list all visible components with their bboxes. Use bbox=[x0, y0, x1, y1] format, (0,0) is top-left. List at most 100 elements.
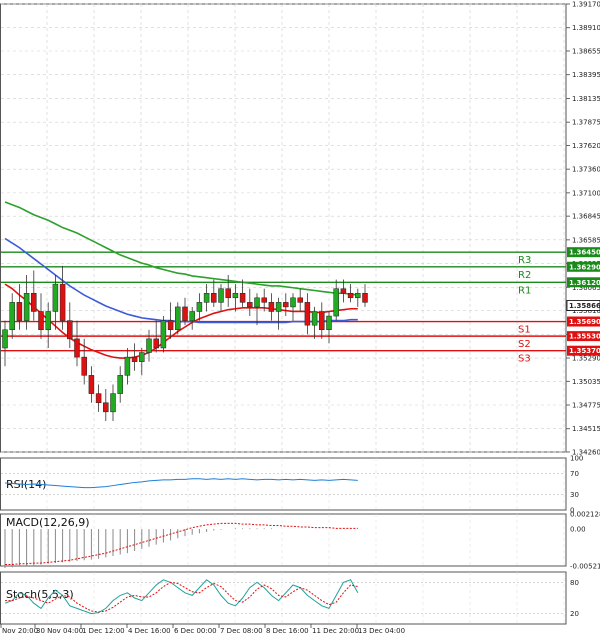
candle bbox=[304, 293, 311, 335]
candle-body bbox=[333, 288, 339, 317]
candle-body bbox=[131, 356, 138, 362]
candle bbox=[23, 274, 30, 330]
level-tag-label-s1: 1.35690 bbox=[569, 318, 600, 326]
candle bbox=[2, 320, 8, 367]
price-tick-label: 1.34515 bbox=[572, 425, 600, 433]
candle bbox=[67, 302, 73, 348]
candle bbox=[340, 279, 347, 303]
level-tag-label-s3: 1.35370 bbox=[569, 347, 600, 355]
price-tick-label: 1.36585 bbox=[572, 236, 600, 244]
time-tick-label: 30 Nov 04:00 bbox=[36, 627, 83, 635]
price-tick-label: 1.38910 bbox=[572, 24, 600, 32]
time-tick-label: 4 Dec 16:00 bbox=[128, 627, 171, 635]
candle-body bbox=[196, 302, 203, 312]
candle bbox=[218, 284, 224, 312]
candle-body bbox=[117, 375, 123, 394]
candle-body bbox=[59, 283, 66, 321]
price-tick-label: 1.38395 bbox=[572, 71, 600, 79]
candle bbox=[333, 279, 339, 321]
candle-body bbox=[95, 393, 102, 403]
candle-body bbox=[16, 302, 23, 321]
candle-body bbox=[124, 356, 131, 376]
candle-body bbox=[146, 338, 152, 353]
level-tag-r2 bbox=[567, 261, 600, 272]
candle-body bbox=[189, 311, 195, 321]
candle-body bbox=[232, 292, 239, 299]
macd-tick-label: 0.002128 bbox=[570, 511, 600, 519]
candle-body bbox=[297, 297, 303, 303]
stoch-signal-line bbox=[5, 581, 358, 613]
candle-body bbox=[247, 302, 253, 308]
candle bbox=[38, 293, 44, 339]
candle-body bbox=[182, 306, 188, 321]
candle bbox=[117, 366, 123, 403]
candle-body bbox=[67, 320, 73, 340]
candle bbox=[124, 347, 131, 385]
price-tick-label: 1.35810 bbox=[572, 307, 600, 315]
candle-body bbox=[268, 302, 275, 312]
price-tick-label: 1.34775 bbox=[572, 402, 600, 410]
candle-body bbox=[362, 292, 368, 303]
stoch-tick-label: 80 bbox=[570, 579, 579, 587]
price-tick-label: 1.39170 bbox=[572, 1, 600, 9]
candle-body bbox=[340, 288, 347, 294]
candle-body bbox=[139, 352, 145, 362]
candle bbox=[362, 284, 368, 307]
level-tag-label-r1: 1.36120 bbox=[569, 279, 600, 287]
candle bbox=[139, 347, 145, 376]
candle-body bbox=[153, 338, 159, 349]
candle bbox=[275, 297, 282, 330]
candle-body bbox=[88, 375, 95, 394]
candle-body bbox=[203, 292, 210, 303]
price-tick-label: 1.35035 bbox=[572, 378, 600, 386]
candle bbox=[196, 293, 203, 321]
candle bbox=[290, 293, 296, 321]
level-tag-s1 bbox=[567, 316, 600, 327]
price-axis: 1.39170 1.38910 1.38655 1.38395 1.38135 1.378… bbox=[566, 1, 600, 457]
candle bbox=[167, 302, 174, 339]
candle-body bbox=[38, 311, 44, 330]
time-tick-label: 6 Dec 00:00 bbox=[174, 627, 217, 635]
candle bbox=[103, 389, 109, 421]
price-tick-label: 1.36845 bbox=[572, 213, 600, 221]
current-price-tag bbox=[566, 300, 600, 311]
candle-body bbox=[23, 292, 30, 321]
candle bbox=[189, 306, 195, 330]
candle-body bbox=[290, 297, 296, 308]
candle-body bbox=[81, 356, 87, 376]
macd-label: MACD(12,26,9) bbox=[6, 516, 90, 529]
level-name-r2: R2 bbox=[518, 270, 531, 281]
ma-line-green-ma bbox=[4, 201, 358, 296]
candle bbox=[52, 274, 59, 330]
candle bbox=[268, 293, 275, 321]
candle-body bbox=[355, 292, 361, 299]
time-tick-label: 11 Dec 20:00 bbox=[312, 627, 359, 635]
candle bbox=[283, 293, 289, 317]
time-tick-label: 8 Dec 16:00 bbox=[266, 627, 309, 635]
candle bbox=[31, 270, 37, 321]
candle bbox=[59, 265, 66, 330]
candle bbox=[247, 288, 253, 317]
candle bbox=[175, 302, 181, 335]
candle-body bbox=[218, 288, 224, 303]
candle-body bbox=[2, 329, 8, 349]
candle-body bbox=[304, 302, 311, 326]
candle bbox=[225, 274, 231, 307]
candle bbox=[239, 279, 246, 307]
ma-line-red-ma bbox=[4, 283, 358, 359]
level-name-s3: S3 bbox=[518, 354, 531, 365]
candle bbox=[355, 288, 361, 307]
level-tag-label-r2: 1.36290 bbox=[569, 263, 600, 271]
price-tick-label: 1.34260 bbox=[572, 449, 600, 457]
candle bbox=[319, 302, 325, 339]
candle-body bbox=[311, 311, 318, 326]
candle bbox=[347, 284, 354, 303]
candle-body bbox=[275, 302, 282, 312]
candle-body bbox=[52, 283, 59, 312]
time-tick-label: 13 Dec 04:00 bbox=[358, 627, 405, 635]
candle-body bbox=[31, 292, 37, 312]
stoch-tick-label: 20 bbox=[570, 610, 579, 618]
grid bbox=[0, 3, 567, 625]
price-tick-label: 1.35290 bbox=[572, 355, 600, 363]
